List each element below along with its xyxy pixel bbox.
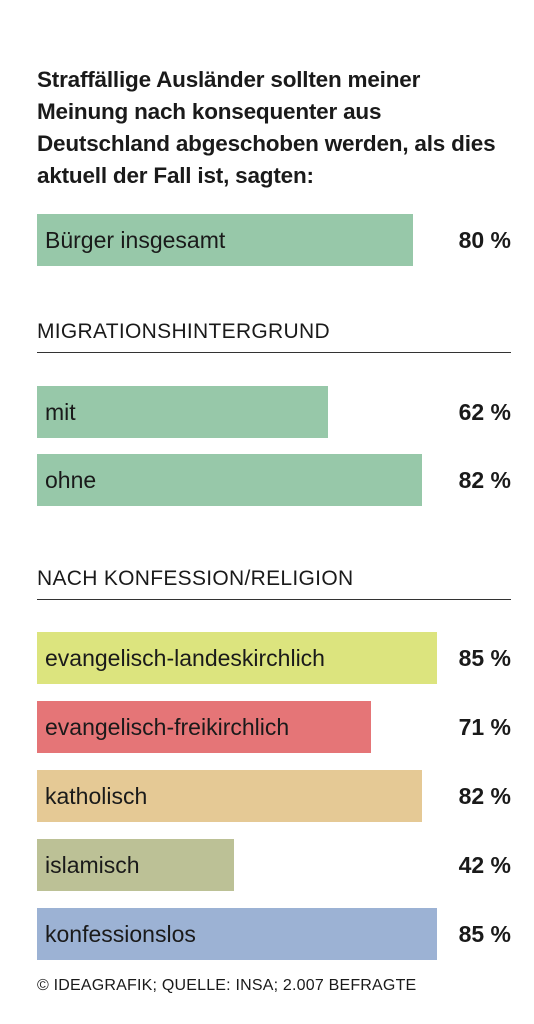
chart-title: Straffällige Ausländer sollten meiner Me… [37, 67, 496, 188]
bar-value-label: 85 % [458, 921, 511, 947]
bar-value-label: 82 % [458, 467, 511, 493]
bar-label: katholisch [45, 783, 148, 809]
bar-label: evangelisch-landeskirchlich [45, 645, 325, 671]
section-heading-religion: NACH KONFESSION/RELIGION [37, 567, 511, 600]
source-credit: © IDEAGRAFIK; QUELLE: INSA; 2.007 BEFRAG… [37, 977, 417, 994]
bar-label: konfessionslos [45, 921, 196, 947]
bar: ohne [37, 454, 422, 506]
bar-label: Bürger insgesamt [45, 227, 226, 253]
bar: islamisch [37, 839, 234, 891]
bar-value-label: 80 % [458, 227, 511, 253]
bar-value-label: 71 % [458, 714, 511, 740]
bar: katholisch [37, 770, 422, 822]
bar: evangelisch-freikirchlich [37, 701, 371, 753]
bar-value-label: 85 % [458, 645, 511, 671]
bar: konfessionslos [37, 908, 437, 960]
bar-value-label: 62 % [458, 399, 511, 425]
bar-label: islamisch [45, 852, 140, 878]
bar-label: mit [45, 399, 76, 425]
bar: Bürger insgesamt [37, 214, 413, 266]
bar-label: ohne [45, 467, 97, 493]
bar-value-label: 42 % [458, 852, 511, 878]
bar-value-label: 82 % [458, 783, 511, 809]
section-heading-migration: MIGRATIONSHINTERGRUND [37, 320, 511, 353]
bar: evangelisch-landeskirchlich [37, 632, 437, 684]
bar-label: evangelisch-freikirchlich [45, 714, 290, 740]
bar: mit [37, 386, 328, 438]
